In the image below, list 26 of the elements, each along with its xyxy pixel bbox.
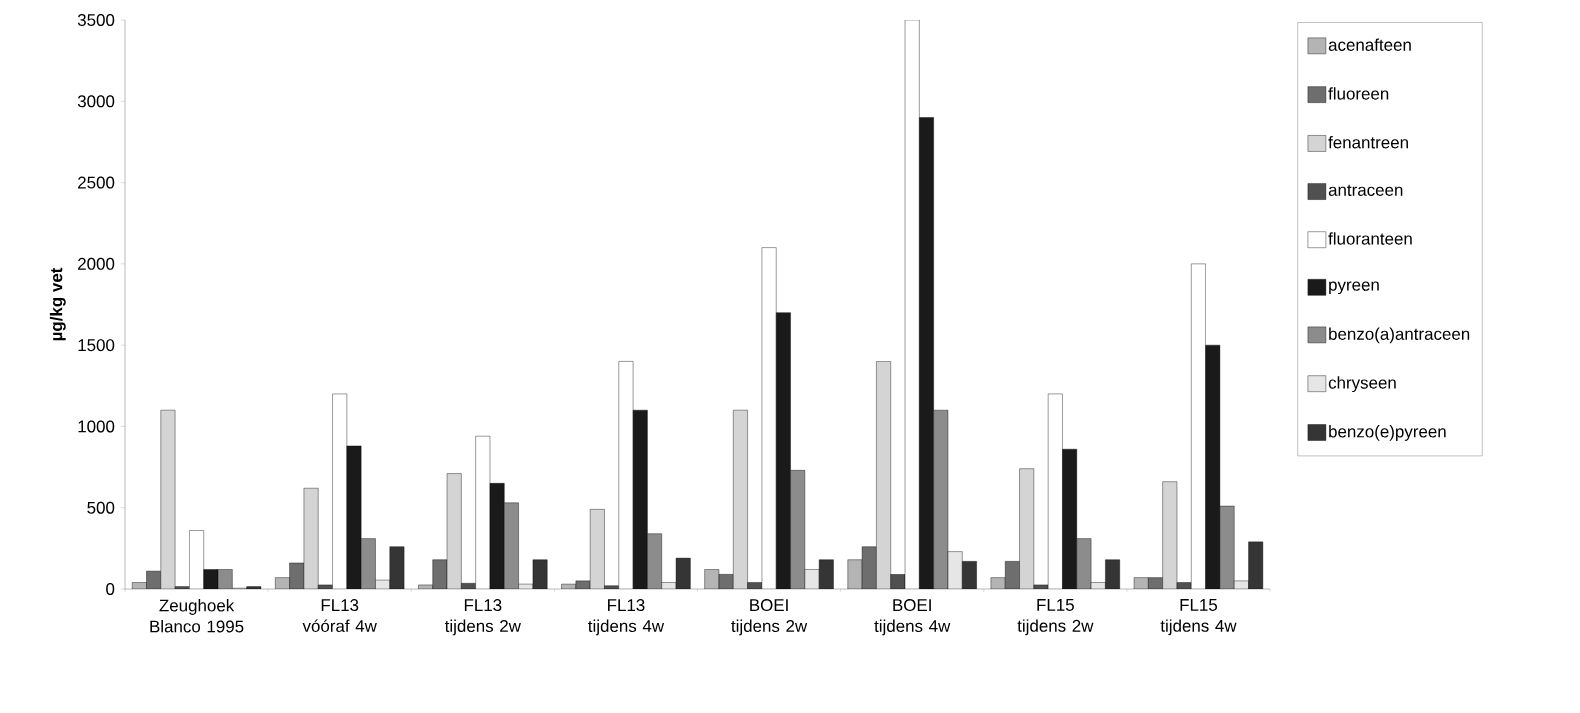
y-tick-label: 2000 [78, 257, 115, 270]
y-tick-label: 1500 [78, 339, 115, 352]
y-tick-label: 1000 [78, 420, 115, 433]
y-tick-label: 2500 [78, 176, 115, 189]
x-tick-label: BOEI tijdens 2w [731, 599, 808, 636]
legend-label: fenantreen [1328, 136, 1408, 149]
y-tick-label: 3000 [77, 95, 115, 108]
x-tick-label: FL15 tijdens 4w [1160, 599, 1237, 636]
x-tick-label: FL15 tijdens 2w [1017, 599, 1094, 636]
legend-label: benzo(a)antraceen [1329, 327, 1470, 344]
legend-label: acenafteen [1328, 38, 1411, 51]
legend-label: benzo(e)pyreen [1329, 425, 1446, 441]
x-tick-label: BOEI tijdens 4w [874, 599, 951, 636]
x-tick-label: FL13 tijdens 4w [588, 599, 665, 636]
legend-label: antraceen [1328, 184, 1403, 196]
legend-label: fluoranteen [1328, 232, 1412, 245]
x-tick-label: Zeughoek Blanco 1995 [150, 599, 244, 633]
legend-label: chryseen [1328, 376, 1396, 393]
y-tick-label: 500 [87, 501, 115, 514]
y-axis-title: µg/kg vet [49, 267, 66, 341]
y-tick-label: 0 [106, 583, 115, 595]
y-tick-label: 3500 [77, 14, 115, 26]
x-tick-label: FL13 tijdens 2w [444, 599, 521, 636]
x-tick-label: FL13 vóóraf 4w [302, 599, 377, 633]
legend-label: pyreen [1329, 281, 1379, 295]
legend-label: fluoreen [1328, 87, 1389, 100]
